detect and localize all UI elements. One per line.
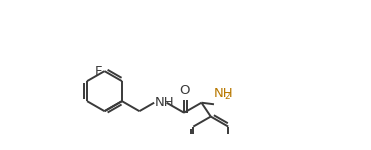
Text: O: O bbox=[179, 84, 189, 97]
Text: F: F bbox=[95, 65, 102, 78]
Text: NH: NH bbox=[214, 87, 234, 100]
Text: NH: NH bbox=[155, 96, 175, 109]
Text: 2: 2 bbox=[224, 92, 230, 101]
